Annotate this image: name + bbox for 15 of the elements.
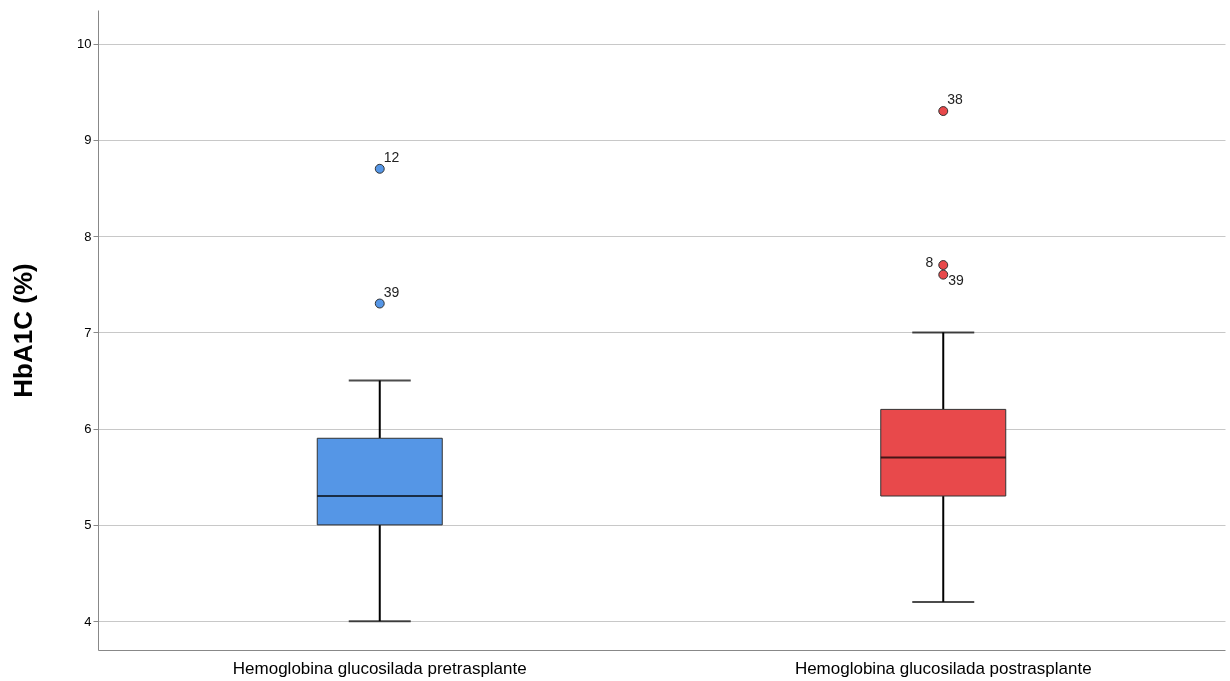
- annotation: 39: [948, 271, 965, 288]
- y-tick-label: 4: [84, 613, 92, 629]
- annotation: 12: [383, 148, 400, 165]
- y-tick-label: 6: [84, 421, 92, 437]
- y-axis-title: HbA1C (%): [8, 263, 39, 398]
- x-tick-label: Hemoglobina glucosilada pretrasplante: [232, 658, 527, 678]
- annotation: 8: [925, 254, 934, 271]
- y-tick-label: 5: [84, 517, 92, 533]
- annotation: 38: [947, 91, 964, 108]
- annotation: 39: [383, 283, 400, 300]
- y-tick-label: 7: [84, 324, 92, 340]
- y-tick-label: 8: [84, 228, 92, 244]
- x-tick-label: Hemoglobina glucosilada postrasplante: [794, 658, 1092, 678]
- y-tick-label: 10: [77, 36, 92, 52]
- y-tick-label: 9: [84, 132, 92, 148]
